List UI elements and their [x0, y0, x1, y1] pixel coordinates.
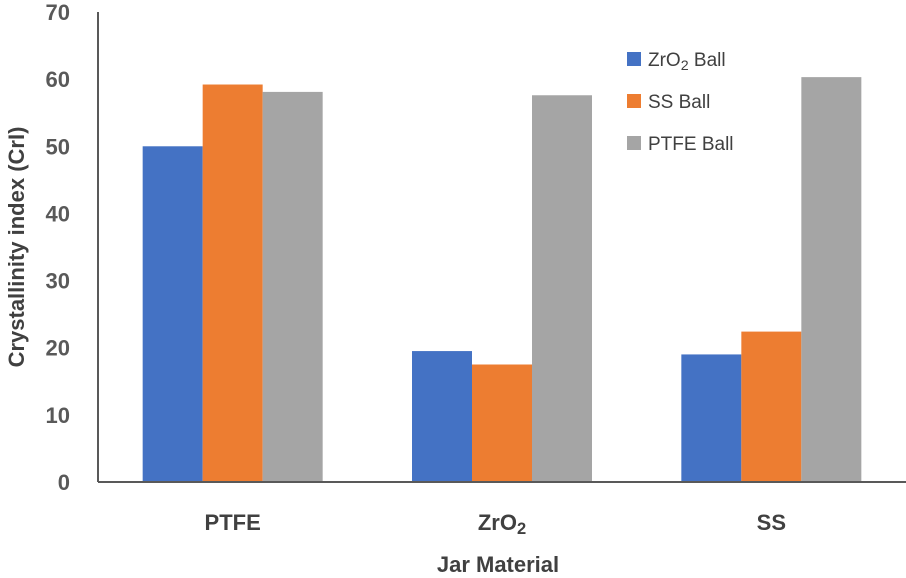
bar: [472, 364, 532, 482]
y-tick-label: 0: [58, 470, 70, 495]
x-axis-title: Jar Material: [437, 552, 559, 577]
bars-group: [142, 77, 862, 483]
y-tick-label: 30: [46, 269, 70, 294]
bar: [801, 77, 862, 482]
bar: [262, 91, 323, 483]
legend-swatch: [627, 94, 641, 108]
x-category-label: SS: [757, 510, 786, 535]
y-tick-label: 70: [46, 0, 70, 25]
legend-label: PTFE Ball: [648, 134, 734, 155]
x-category-label: ZrO2: [478, 510, 526, 538]
y-tick-label: 60: [46, 67, 70, 92]
bar: [532, 95, 592, 482]
legend-label: SS Ball: [648, 92, 710, 113]
bar: [741, 331, 802, 482]
x-category-label: PTFE: [205, 510, 261, 535]
y-tick-label: 40: [46, 201, 70, 226]
y-tick-label: 20: [46, 336, 70, 361]
bar: [681, 354, 742, 482]
legend-label: ZrO2 Ball: [648, 50, 726, 74]
legend-swatch: [627, 136, 641, 150]
y-tick-label: 50: [46, 134, 70, 159]
legend: ZrO2 Ball SS Ball PTFE Ball: [627, 50, 734, 155]
y-tick-labels: 0 10 20 30 40 50 60 70: [46, 0, 70, 495]
legend-swatch: [627, 52, 641, 66]
bar: [412, 351, 472, 482]
x-category-labels: PTFE ZrO2 SS: [205, 510, 786, 538]
bar: [142, 146, 203, 483]
y-tick-label: 10: [46, 403, 70, 428]
bar: [202, 84, 263, 482]
y-axis-title: Crystallinity index (CrI): [4, 127, 29, 368]
